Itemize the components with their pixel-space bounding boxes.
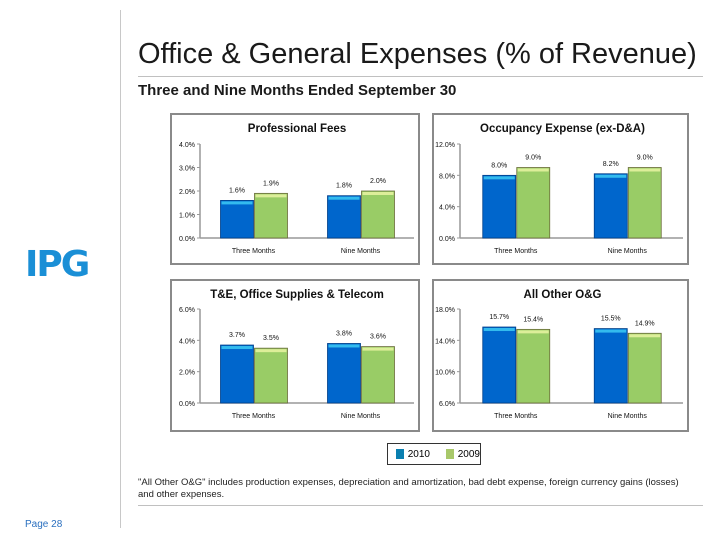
bar-2009-0 [516, 167, 551, 239]
legend-label-2009: 2009 [457, 448, 480, 460]
y-tick-label: 10.0% [435, 370, 455, 377]
y-tick-label: 4.0% [179, 142, 195, 149]
bar-2010-1 [327, 343, 361, 404]
x-tick-label: Three Months [232, 248, 276, 255]
data-label: 14.9% [635, 320, 655, 327]
bar-highlight [221, 346, 253, 350]
chart-professional-fees: Professional Fees 0.0% 1.0% 2.0% 3.0% 4.0% 1.6… [170, 113, 420, 265]
data-label: 9.0% [525, 155, 541, 162]
legend: 2010 2009 [387, 443, 481, 465]
y-tick-label: 18.0% [435, 307, 455, 314]
data-label: 3.7% [229, 332, 245, 339]
data-label: 15.4% [523, 316, 543, 323]
chart-te-office-telecom: T&E, Office Supplies & Telecom 0.0% 2.0% 4.… [170, 279, 420, 432]
data-label: 8.2% [603, 161, 619, 168]
bar-highlight [255, 194, 287, 198]
bar-highlight [517, 168, 549, 172]
bar-2010-0 [482, 326, 517, 404]
x-tick-label: Three Months [494, 413, 538, 420]
bar-highlight [517, 330, 549, 334]
bar-highlight [362, 347, 394, 351]
x-tick-label: Nine Months [608, 248, 648, 255]
legend-swatch-2009 [446, 449, 454, 459]
bar-2009-0 [254, 347, 288, 404]
divider-title [138, 76, 703, 77]
bar-highlight [221, 201, 253, 205]
y-tick-label: 0.0% [179, 236, 195, 243]
bar-highlight [483, 328, 515, 332]
y-tick-label: 8.0% [439, 173, 455, 180]
data-label: 1.9% [263, 180, 279, 187]
bar-2009-0 [516, 328, 551, 404]
bar-2010-1 [327, 195, 361, 239]
bar-highlight [255, 349, 287, 353]
legend-swatch-2010 [396, 449, 404, 459]
bar-highlight [595, 329, 627, 333]
bar-highlight [629, 334, 661, 338]
divider-footer [138, 505, 703, 506]
y-tick-label: 6.0% [179, 307, 195, 314]
y-tick-label: 0.0% [439, 236, 455, 243]
chart-title: All Other O&G [524, 289, 602, 301]
y-tick-label: 0.0% [179, 401, 195, 408]
bar-2009-1 [627, 167, 662, 239]
data-label: 8.0% [491, 162, 507, 169]
bar-highlight [483, 176, 515, 180]
bar-2009-1 [361, 346, 395, 404]
page-title: Office & General Expenses (% of Revenue) [138, 38, 697, 70]
bar-2010-0 [482, 174, 517, 239]
chart-title: T&E, Office Supplies & Telecom [210, 289, 384, 301]
ipg-logo: IPG [25, 244, 90, 285]
x-tick-label: Nine Months [341, 248, 381, 255]
bar-2010-0 [220, 200, 254, 239]
x-tick-label: Three Months [494, 248, 538, 255]
chart-title: Professional Fees [248, 123, 346, 135]
bar-2010-0 [220, 344, 254, 404]
y-tick-label: 2.0% [179, 370, 195, 377]
data-label: 1.6% [229, 187, 245, 194]
page-number: Page 28 [25, 519, 63, 530]
bar-2009-1 [361, 190, 395, 239]
x-tick-label: Three Months [232, 413, 276, 420]
data-label: 3.5% [263, 335, 279, 342]
chart-all-other-og: All Other O&G 6.0% 10.0% 14.0% 18.0% 15.7% 15.… [432, 279, 689, 432]
chart-title: Occupancy Expense (ex-D&A) [480, 123, 645, 135]
data-label: 3.8% [336, 330, 352, 337]
y-tick-label: 12.0% [435, 142, 455, 149]
y-tick-label: 2.0% [179, 189, 195, 196]
bar-2010-1 [593, 173, 628, 239]
x-tick-label: Nine Months [608, 413, 648, 420]
divider-vertical [120, 10, 121, 528]
y-tick-label: 6.0% [439, 401, 455, 408]
bar-2009-1 [627, 332, 662, 404]
bar-2009-0 [254, 192, 288, 239]
bar-highlight [629, 168, 661, 172]
bar-highlight [362, 192, 394, 195]
y-tick-label: 4.0% [439, 205, 455, 212]
legend-label-2010: 2010 [407, 448, 430, 460]
data-label: 9.0% [637, 155, 653, 162]
y-tick-label: 1.0% [179, 213, 195, 220]
y-tick-label: 14.0% [435, 338, 455, 345]
footnote: "All Other O&G" includes production expe… [138, 477, 679, 500]
bar-highlight [328, 196, 360, 200]
data-label: 3.6% [370, 334, 386, 341]
chart-occupancy-expense: Occupancy Expense (ex-D&A) 0.0% 4.0% 8.0% 12… [432, 113, 689, 265]
page-subtitle: Three and Nine Months Ended September 30 [138, 82, 457, 99]
bar-highlight [328, 344, 360, 348]
y-tick-label: 3.0% [179, 166, 195, 173]
data-label: 15.7% [489, 314, 509, 321]
data-label: 1.8% [336, 183, 352, 190]
data-label: 15.5% [601, 316, 621, 323]
bar-2010-1 [593, 328, 628, 404]
x-tick-label: Nine Months [341, 413, 381, 420]
data-label: 2.0% [370, 178, 386, 185]
y-tick-label: 4.0% [179, 338, 195, 345]
bar-highlight [595, 174, 627, 178]
